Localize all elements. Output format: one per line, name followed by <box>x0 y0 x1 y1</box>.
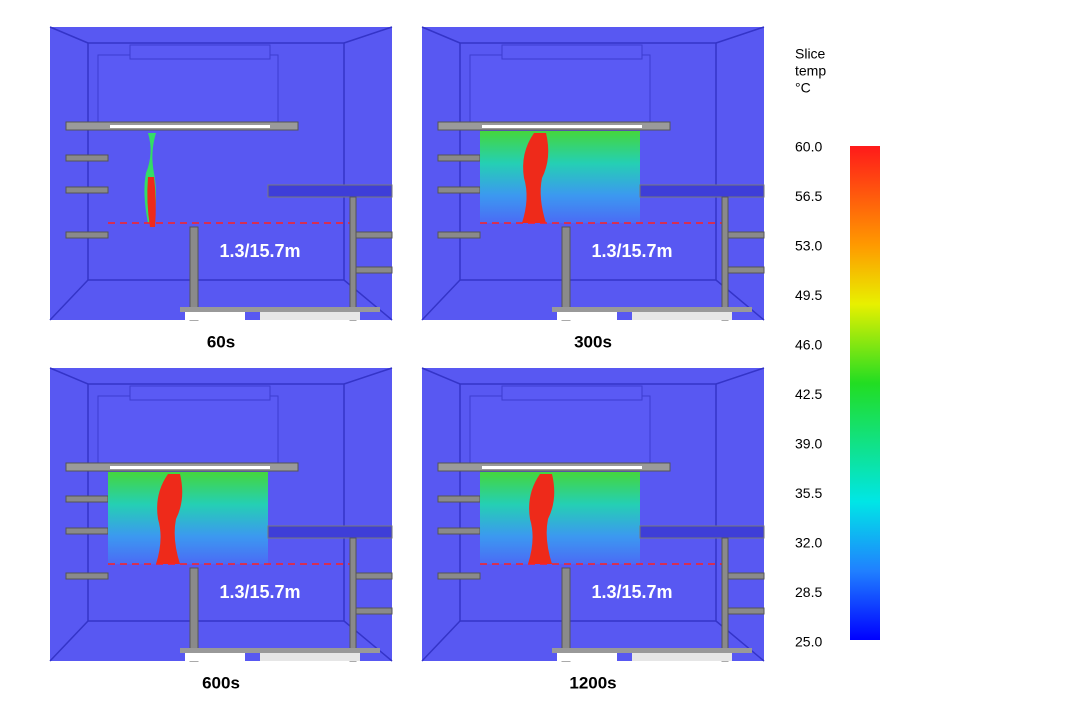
plume-core <box>156 474 183 564</box>
colorbar-tick-label: 35.5 <box>795 485 822 501</box>
edge <box>343 26 393 44</box>
upper-block <box>469 395 651 465</box>
edge <box>715 367 765 385</box>
column <box>561 226 571 321</box>
colorbar-title: temp <box>795 63 826 79</box>
shelf <box>437 572 481 580</box>
opening <box>185 312 245 320</box>
opening <box>260 312 360 320</box>
plume-core <box>147 177 156 227</box>
colorbar-title: Slice <box>795 46 826 62</box>
colorbar-tick-label: 46.0 <box>795 337 822 353</box>
location-label: 1.3/15.7m <box>219 241 300 261</box>
time-label: 60s <box>207 332 235 351</box>
upper-block <box>97 395 279 465</box>
upper-cap <box>501 44 643 60</box>
plume-core <box>522 133 549 223</box>
simulation-panel: 1.3/15.7m <box>49 367 393 662</box>
upper-cap <box>129 44 271 60</box>
simulation-panel: 1.3/15.7m <box>421 367 765 662</box>
time-label: 300s <box>574 332 612 351</box>
shelf <box>437 231 481 239</box>
edge <box>421 279 461 321</box>
colorbar-tick-label: 56.5 <box>795 188 822 204</box>
panels: 1.3/15.7m 60s 1.3/15.7m 300s 1.3/15.7m 600s 1.… <box>49 26 765 692</box>
shelf <box>437 527 481 535</box>
floor-slab <box>267 525 393 539</box>
colorbar-scale <box>850 146 880 640</box>
shelf <box>437 154 481 162</box>
plume-core <box>528 474 555 564</box>
edge <box>49 26 89 44</box>
location-label: 1.3/15.7m <box>591 241 672 261</box>
edge <box>715 26 765 44</box>
shelf <box>65 572 109 580</box>
upper-cap <box>129 385 271 401</box>
shelf <box>65 495 109 503</box>
opening <box>632 653 732 661</box>
floor-slab <box>639 525 765 539</box>
hot-layer <box>480 472 640 564</box>
ceiling-strip <box>482 466 642 469</box>
bottom-bar <box>552 307 752 312</box>
location-label: 1.3/15.7m <box>219 582 300 602</box>
ceiling-strip <box>110 125 270 128</box>
colorbar-tick-label: 60.0 <box>795 139 822 155</box>
time-label: 600s <box>202 673 240 692</box>
shelf <box>65 527 109 535</box>
colorbar-tick-label: 53.0 <box>795 238 822 254</box>
simulation-panel: 1.3/15.7m <box>421 26 765 321</box>
column <box>721 537 729 662</box>
edge <box>49 279 89 321</box>
colorbar-tick-label: 25.0 <box>795 634 822 650</box>
ceiling-strip <box>482 125 642 128</box>
column <box>189 567 199 662</box>
column <box>189 226 199 321</box>
column <box>349 196 357 321</box>
floor-slab <box>639 184 765 198</box>
location-label: 1.3/15.7m <box>591 582 672 602</box>
colorbar-tick-label: 49.5 <box>795 287 822 303</box>
shelf <box>65 231 109 239</box>
opening <box>557 312 617 320</box>
edge <box>421 620 461 662</box>
edge <box>421 367 461 385</box>
bottom-bar <box>180 648 380 653</box>
hot-layer <box>480 131 640 223</box>
edge <box>49 620 89 662</box>
column <box>349 537 357 662</box>
bottom-bar <box>180 307 380 312</box>
colorbar-tick-label: 32.0 <box>795 535 822 551</box>
column <box>721 196 729 321</box>
opening <box>557 653 617 661</box>
shelf <box>65 154 109 162</box>
shelf <box>437 495 481 503</box>
opening <box>185 653 245 661</box>
hot-layer <box>108 472 268 564</box>
upper-block <box>97 54 279 124</box>
floor-slab <box>267 184 393 198</box>
bottom-bar <box>552 648 752 653</box>
colorbar-title: °C <box>795 80 811 96</box>
colorbar-tick-label: 42.5 <box>795 386 822 402</box>
edge <box>49 367 89 385</box>
colorbar: Slice temp °C 60.0 56.5 53.0 49.5 46.0 42.5 39… <box>795 46 880 650</box>
opening <box>260 653 360 661</box>
upper-cap <box>501 385 643 401</box>
column <box>561 567 571 662</box>
opening <box>632 312 732 320</box>
simulation-panel: 1.3/15.7m <box>49 26 393 321</box>
time-label: 1200s <box>569 673 616 692</box>
upper-block <box>469 54 651 124</box>
ceiling-strip <box>110 466 270 469</box>
shelf <box>437 186 481 194</box>
shelf <box>65 186 109 194</box>
edge <box>421 26 461 44</box>
colorbar-tick-label: 28.5 <box>795 584 822 600</box>
edge <box>343 367 393 385</box>
colorbar-tick-label: 39.0 <box>795 436 822 452</box>
